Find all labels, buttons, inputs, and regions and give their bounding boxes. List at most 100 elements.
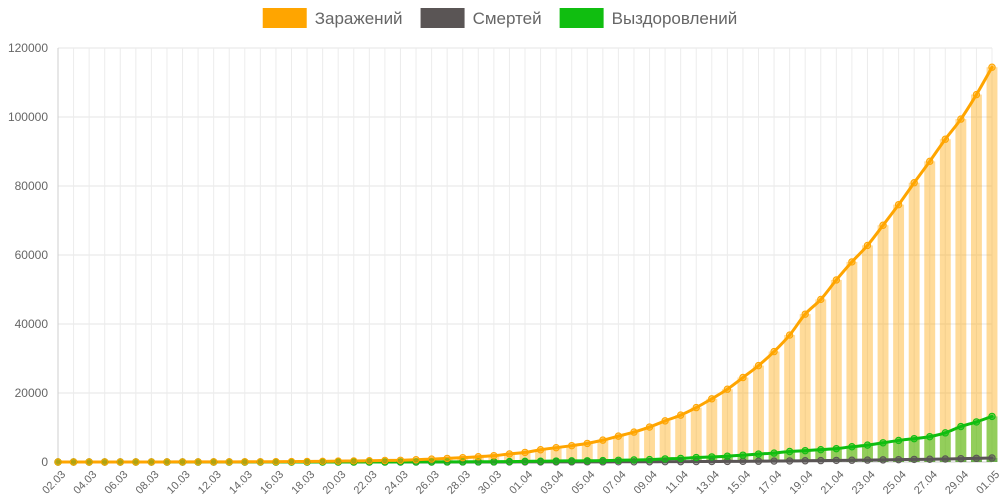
point-Заражений-21.03[interactable] xyxy=(350,457,358,465)
point-Заражений-24.04[interactable] xyxy=(879,221,887,229)
point-Заражений-13.04[interactable] xyxy=(708,395,716,403)
point-Выздоровлений-09.04[interactable] xyxy=(645,455,654,464)
point-Выздоровлений-18.04[interactable] xyxy=(785,447,794,456)
point-Смертей-15.04[interactable] xyxy=(739,457,747,466)
point-Смертей-19.04[interactable] xyxy=(801,457,809,465)
bar-Заражений-27.04[interactable] xyxy=(924,161,936,463)
point-Выздоровлений-26.04[interactable] xyxy=(910,434,918,443)
bar-Заражений-25.04[interactable] xyxy=(893,204,905,463)
point-Заражений-29.03[interactable] xyxy=(474,453,482,461)
point-Заражений-19.03[interactable] xyxy=(318,457,327,466)
point-Заражений-03.04[interactable] xyxy=(552,443,560,452)
point-Смертей-20.04[interactable] xyxy=(817,456,825,465)
bar-Заражений-02.04[interactable] xyxy=(535,449,547,462)
point-Заражений-11.04[interactable] xyxy=(676,411,685,419)
point-Заражений-30.03[interactable] xyxy=(490,451,498,460)
point-Выздоровлений-28.04[interactable] xyxy=(941,429,949,437)
bar-Заражений-20.04[interactable] xyxy=(815,299,827,462)
bar-Выздоровлений-18.04[interactable] xyxy=(784,451,796,462)
point-Выздоровлений-24.04[interactable] xyxy=(879,439,887,447)
bar-Заражений-04.04[interactable] xyxy=(566,445,578,462)
point-Заражений-04.04[interactable] xyxy=(568,441,576,450)
bar-Заражений-19.04[interactable] xyxy=(799,314,811,462)
point-Заражений-15.04[interactable] xyxy=(739,373,747,382)
bar-Заражений-22.04[interactable] xyxy=(846,261,858,462)
point-Смертей-18.04[interactable] xyxy=(785,457,794,465)
bar-Заражений-15.04[interactable] xyxy=(737,377,749,462)
point-Заражений-25.03[interactable] xyxy=(412,456,420,464)
bar-Выздоровлений-25.04[interactable] xyxy=(893,440,905,462)
point-Заражений-12.04[interactable] xyxy=(692,403,700,412)
point-Заражений-13.03[interactable] xyxy=(225,458,233,466)
point-Заражений-16.04[interactable] xyxy=(754,361,763,370)
point-Смертей-17.04[interactable] xyxy=(770,457,778,465)
point-Заражений-07.04[interactable] xyxy=(614,432,623,440)
point-Заражений-09.04[interactable] xyxy=(645,423,654,431)
point-Заражений-20.04[interactable] xyxy=(817,295,825,304)
bar-Выздоровлений-29.04[interactable] xyxy=(955,426,967,462)
point-Выздоровлений-25.04[interactable] xyxy=(894,436,903,445)
point-Выздоровлений-30.04[interactable] xyxy=(972,418,981,426)
point-Выздоровлений-14.04[interactable] xyxy=(723,452,732,460)
point-Выздоровлений-17.04[interactable] xyxy=(770,449,778,457)
bar-Заражений-26.04[interactable] xyxy=(908,182,920,462)
bar-Заражений-14.04[interactable] xyxy=(721,389,733,462)
bar-Заражений-01.05[interactable] xyxy=(986,67,998,463)
point-Смертей-22.04[interactable] xyxy=(848,456,856,464)
point-Выздоровлений-01.05[interactable] xyxy=(988,412,996,421)
bar-Заражений-05.04[interactable] xyxy=(581,443,593,462)
bar-Выздоровлений-22.04[interactable] xyxy=(846,446,858,462)
point-Заражений-02.04[interactable] xyxy=(536,446,545,454)
point-Выздоровлений-27.04[interactable] xyxy=(926,432,934,441)
bar-Заражений-03.04[interactable] xyxy=(550,447,562,462)
bar-Выздоровлений-19.04[interactable] xyxy=(799,450,811,462)
bar-Заражений-23.04[interactable] xyxy=(862,245,873,462)
point-Выздоровлений-19.04[interactable] xyxy=(801,446,809,455)
point-Смертей-28.04[interactable] xyxy=(941,455,949,463)
point-Заражений-18.04[interactable] xyxy=(785,331,794,339)
point-Заражений-06.04[interactable] xyxy=(599,436,607,444)
point-Выздоровлений-12.04[interactable] xyxy=(692,453,700,462)
point-Выздоровлений-03.04[interactable] xyxy=(552,457,560,465)
bar-Заражений-18.04[interactable] xyxy=(784,335,796,462)
legend-item-Смертей[interactable]: Смертей xyxy=(420,8,542,28)
bar-Выздоровлений-26.04[interactable] xyxy=(908,438,920,462)
point-Заражений-07.03[interactable] xyxy=(132,458,140,466)
point-Выздоровлений-07.04[interactable] xyxy=(614,456,623,464)
point-Заражений-30.04[interactable] xyxy=(972,90,981,99)
bar-Заражений-12.04[interactable] xyxy=(690,407,702,462)
bar-Заражений-07.04[interactable] xyxy=(612,436,624,462)
bar-Заражений-28.04[interactable] xyxy=(939,139,951,462)
point-Заражений-05.04[interactable] xyxy=(583,439,591,448)
bar-Заражений-29.04[interactable] xyxy=(955,119,967,462)
point-Заражений-08.03[interactable] xyxy=(147,458,156,466)
point-Заражений-09.03[interactable] xyxy=(163,458,171,466)
point-Заражений-26.03[interactable] xyxy=(427,455,436,463)
bar-Заражений-10.04[interactable] xyxy=(659,420,671,462)
point-Заражений-27.04[interactable] xyxy=(926,157,934,166)
point-Заражений-28.04[interactable] xyxy=(941,135,949,143)
point-Заражений-22.04[interactable] xyxy=(848,258,856,266)
point-Выздоровлений-10.04[interactable] xyxy=(661,455,669,463)
bar-Заражений-17.04[interactable] xyxy=(768,351,780,462)
point-Заражений-14.04[interactable] xyxy=(723,385,732,393)
point-Заражений-24.03[interactable] xyxy=(396,456,405,464)
point-Заражений-01.05[interactable] xyxy=(988,63,996,71)
point-Выздоровлений-22.04[interactable] xyxy=(848,443,856,451)
point-Выздоровлений-02.04[interactable] xyxy=(536,457,545,465)
point-Выздоровлений-13.04[interactable] xyxy=(708,453,716,461)
point-Выздоровлений-16.04[interactable] xyxy=(754,450,763,458)
point-Заражений-14.03[interactable] xyxy=(241,458,249,466)
point-Выздоровлений-04.04[interactable] xyxy=(568,457,576,465)
point-Смертей-30.04[interactable] xyxy=(972,454,981,462)
bar-Выздоровлений-28.04[interactable] xyxy=(939,432,951,462)
point-Заражений-15.03[interactable] xyxy=(256,458,265,466)
bar-Заражений-13.04[interactable] xyxy=(706,398,718,462)
point-Заражений-29.04[interactable] xyxy=(957,115,965,123)
legend-item-Заражений[interactable]: Заражений xyxy=(262,8,403,28)
point-Выздоровлений-06.04[interactable] xyxy=(599,456,607,465)
point-Заражений-11.03[interactable] xyxy=(194,458,202,466)
point-Заражений-23.03[interactable] xyxy=(381,456,389,465)
point-Заражений-08.04[interactable] xyxy=(630,428,638,436)
point-Заражений-28.03[interactable] xyxy=(459,453,467,462)
